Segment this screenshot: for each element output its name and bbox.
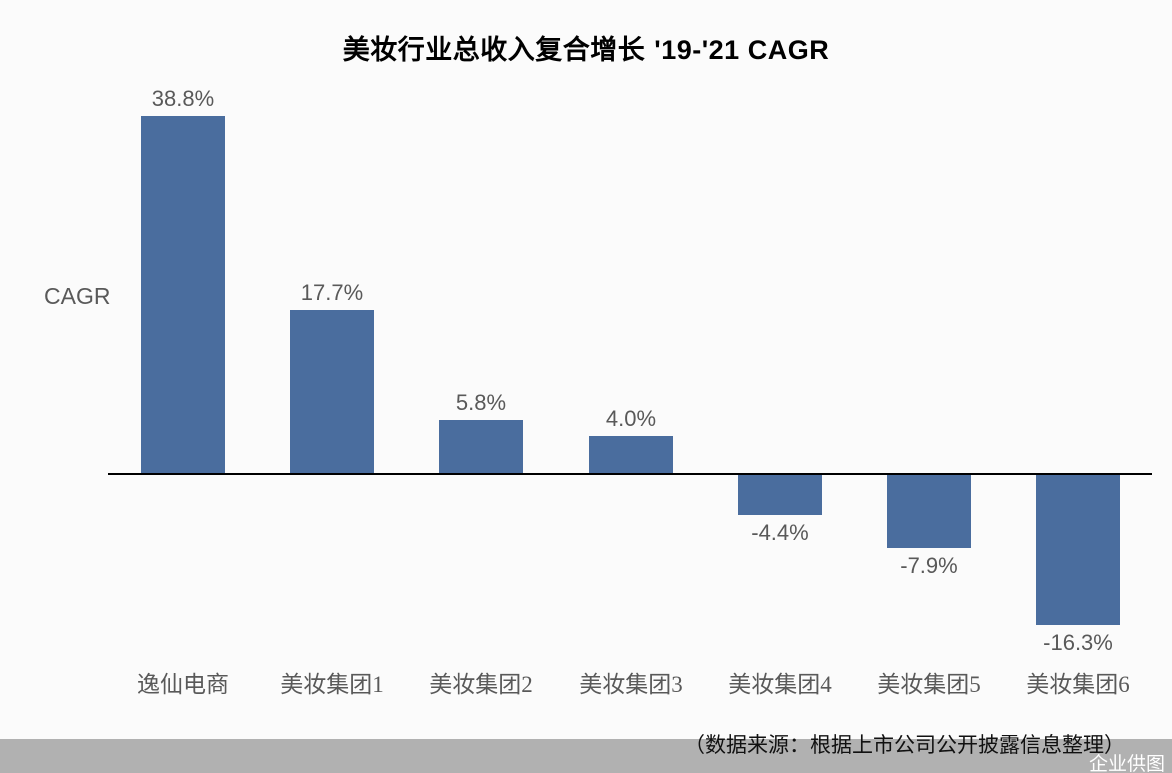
x-axis-zero-line xyxy=(108,473,1152,475)
chart-title-cagr-range: '19-'21 CAGR xyxy=(654,35,830,65)
category-label-6: 美妆集团5 xyxy=(877,672,981,697)
value-label-5: -4.4% xyxy=(751,520,809,545)
bar-2 xyxy=(290,310,374,473)
value-label-1: 38.8% xyxy=(151,86,215,111)
bar-4 xyxy=(589,436,673,473)
category-label-5: 美妆集团4 xyxy=(728,672,832,697)
value-label-6: -7.9% xyxy=(900,553,958,578)
category-label-1: 逸仙电商 xyxy=(137,672,229,697)
image-credit-watermark: 企业供图 xyxy=(1088,754,1165,773)
chart-title-chinese: 美妆行业总收入复合增长 xyxy=(342,35,646,65)
value-label-4: 4.0% xyxy=(605,406,657,431)
bar-7 xyxy=(1036,475,1120,625)
footer-strip xyxy=(0,739,1172,773)
bar-5 xyxy=(738,475,822,515)
category-label-4: 美妆集团3 xyxy=(579,672,683,697)
value-label-3: 5.8% xyxy=(455,390,507,415)
value-label-7: -16.3% xyxy=(1043,630,1113,655)
category-label-7: 美妆集团6 xyxy=(1026,672,1130,697)
bar-1 xyxy=(141,116,225,473)
bar-6 xyxy=(887,475,971,548)
chart-title: 美妆行业总收入复合增长 '19-'21 CAGR xyxy=(0,28,1172,67)
bar-3 xyxy=(439,420,523,473)
data-source-note: （数据来源：根据上市公司公开披露信息整理） xyxy=(684,733,1125,757)
category-label-3: 美妆集团2 xyxy=(429,672,533,697)
category-label-2: 美妆集团1 xyxy=(280,672,384,697)
value-label-2: 17.7% xyxy=(300,280,364,305)
y-axis-label: CAGR xyxy=(44,283,111,309)
